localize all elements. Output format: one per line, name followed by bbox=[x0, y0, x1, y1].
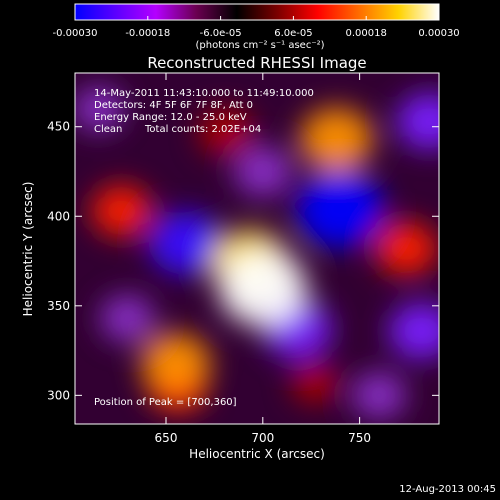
x-tick-label: 750 bbox=[348, 431, 371, 445]
colorbar-tick-label: 0.00030 bbox=[418, 28, 459, 39]
heatmap-source-positive bbox=[91, 184, 152, 237]
plot-frame bbox=[74, 72, 440, 425]
colorbar-tick-label: -0.00018 bbox=[125, 28, 170, 39]
colorbar-unit-label: (photons cm⁻² s⁻¹ asec⁻²) bbox=[195, 40, 325, 51]
heatmap-source-positive bbox=[375, 221, 437, 276]
chart-title: Reconstructed RHESSI Image bbox=[147, 54, 367, 72]
colorbar-gradient bbox=[75, 4, 439, 20]
y-tick-label: 400 bbox=[47, 209, 70, 223]
x-tick-label: 650 bbox=[155, 431, 178, 445]
render-timestamp: 12-Aug-2013 00:45 bbox=[399, 484, 496, 495]
peak-position: Position of Peak = [700,360] bbox=[94, 397, 237, 408]
heatmap-source-positive bbox=[141, 333, 211, 394]
x-tick-label: 700 bbox=[251, 431, 274, 445]
heatmap-source-negative bbox=[296, 171, 384, 248]
observation-time: 14-May-2011 11:43:10.000 to 11:49:10.000 bbox=[94, 88, 314, 99]
colorbar-tick-label: 0.00018 bbox=[346, 28, 387, 39]
heatmap-source-positive bbox=[198, 108, 254, 156]
x-axis-label: Heliocentric X (arcsec) bbox=[189, 447, 325, 461]
y-axis-label: Heliocentric Y (arcsec) bbox=[21, 181, 35, 317]
detectors-info: Detectors: 4F 5F 6F 7F 8F, Att 0 bbox=[94, 100, 254, 111]
clean-method: Clean bbox=[94, 124, 123, 135]
heatmap-source-negative bbox=[396, 92, 439, 150]
colorbar-frame bbox=[74, 3, 440, 21]
total-counts: Total counts: 2.02E+04 bbox=[145, 124, 262, 135]
colorbar-tick-label: 6.0e-05 bbox=[274, 28, 312, 39]
y-tick-label: 300 bbox=[47, 388, 70, 402]
y-tick-label: 450 bbox=[47, 120, 70, 134]
colorbar: -0.00030 -0.00018 -6.0e-05 6.0e-05 0.00018 0.… bbox=[53, 3, 460, 39]
y-tick-label: 350 bbox=[47, 299, 70, 313]
heatmap-source-negative bbox=[149, 211, 222, 275]
heatmap-source-negative bbox=[388, 302, 439, 360]
heatmap-source-negative bbox=[351, 371, 407, 419]
heatmap-source-negative bbox=[233, 146, 292, 197]
colorbar-tick-label: -6.0e-05 bbox=[200, 28, 242, 39]
colorbar-tick-label: -0.00030 bbox=[53, 28, 98, 39]
energy-range: Energy Range: 12.0 - 25.0 keV bbox=[94, 112, 247, 123]
heatmap-source-positive bbox=[219, 249, 307, 326]
heatmap-source-negative bbox=[100, 294, 155, 342]
heatmap-source-positive bbox=[300, 107, 373, 171]
heatmap-source-positive bbox=[291, 362, 339, 404]
heatmap-source-negative bbox=[75, 86, 124, 131]
